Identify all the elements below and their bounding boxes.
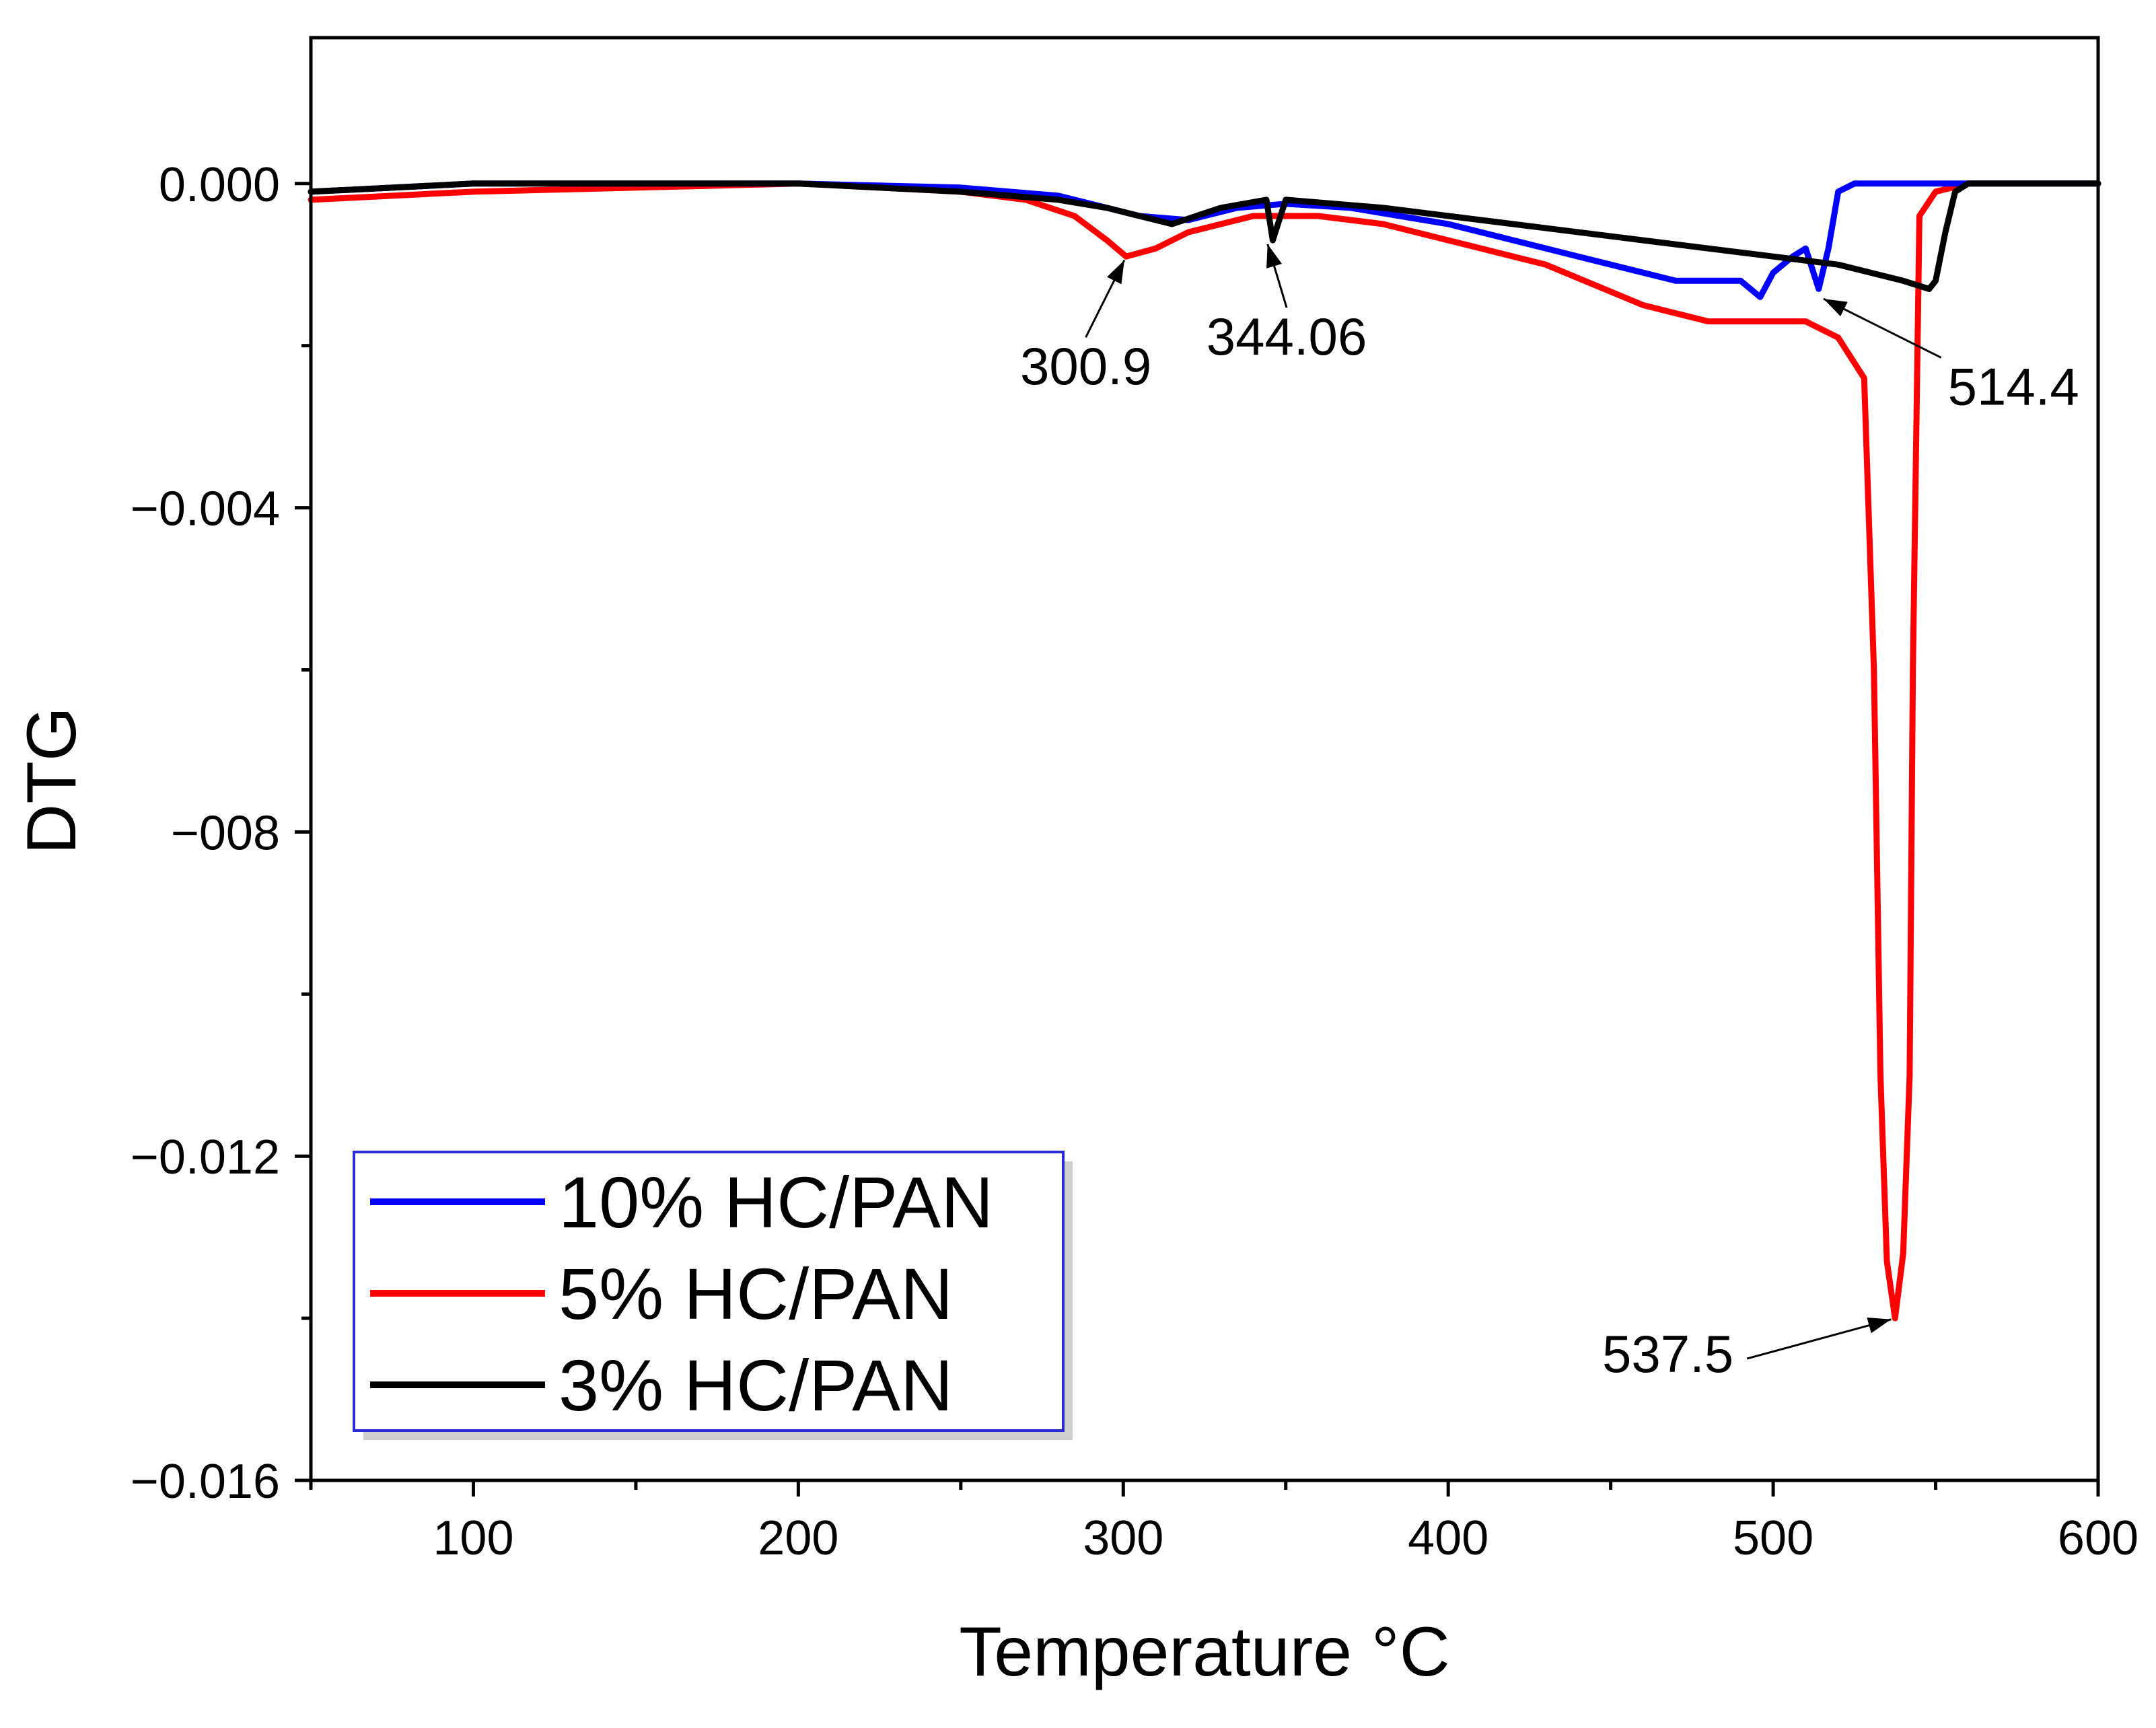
series-layer <box>308 180 2101 1322</box>
x-tick-label: 200 <box>758 1511 838 1565</box>
series-line-3-hc-pan <box>308 180 2101 292</box>
x-tick-label: 100 <box>433 1511 513 1565</box>
series-line-10-hc-pan <box>308 180 2101 300</box>
legend: 10% HC/PAN 5% HC/PAN 3% HC/PAN <box>353 1151 1073 1440</box>
x-axis: 100 200 300 400 500 600 <box>309 1480 2139 1565</box>
x-tick-label: 300 <box>1083 1511 1163 1565</box>
legend-label: 10% HC/PAN <box>559 1161 993 1243</box>
annotation-arrow <box>1746 1318 1892 1360</box>
annotation-layer: 300.9 344.06 514.4 537.5 <box>1020 244 2079 1383</box>
legend-entries: 10% HC/PAN 5% HC/PAN 3% HC/PAN <box>370 1161 993 1426</box>
y-axis-title: DTG <box>13 707 91 855</box>
annotation-arrowhead <box>1823 299 1848 317</box>
y-tick-label: −0.012 <box>131 1130 280 1184</box>
y-tick-label: −0.004 <box>131 482 280 536</box>
annotation-label: 344.06 <box>1207 307 1367 366</box>
annotation-arrowhead <box>1867 1318 1892 1334</box>
x-tick-label: 500 <box>1733 1511 1813 1565</box>
y-tick-label: −008 <box>171 806 280 860</box>
y-tick-label: 0.000 <box>159 158 280 212</box>
annotation-label: 537.5 <box>1602 1324 1733 1383</box>
x-axis-title: Temperature °C <box>959 1613 1449 1691</box>
x-tick-label: 400 <box>1408 1511 1488 1565</box>
annotation-arrowhead <box>1266 244 1283 268</box>
legend-label: 3% HC/PAN <box>559 1344 953 1426</box>
annotation-label: 300.9 <box>1020 336 1151 396</box>
plot-frame <box>309 36 2100 1482</box>
legend-label: 5% HC/PAN <box>559 1253 953 1334</box>
y-axis: 0.000 −0.004 −008 −0.012 −0.016 <box>131 158 311 1509</box>
series-line-5-hc-pan <box>308 180 2101 1322</box>
y-tick-label: −0.016 <box>131 1455 280 1509</box>
annotation-arrowhead <box>1106 260 1124 285</box>
annotation-label: 514.4 <box>1948 357 2079 416</box>
x-tick-label: 600 <box>2058 1511 2139 1565</box>
